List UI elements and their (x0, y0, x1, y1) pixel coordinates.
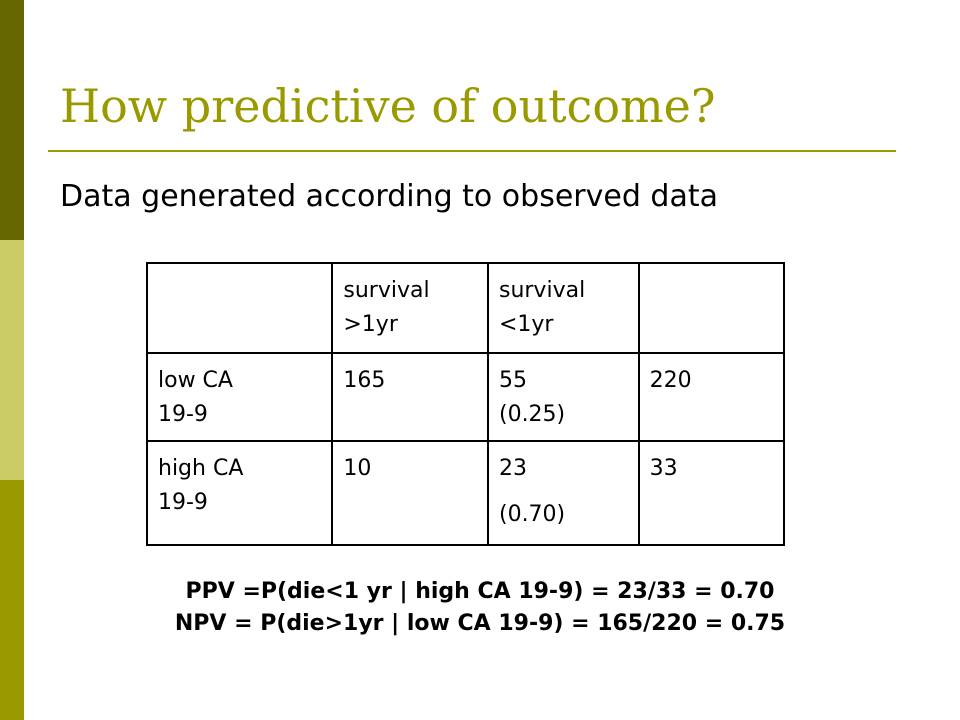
table-row: high CA 19-9 10 23 (0.70) 33 (145, 440, 786, 546)
contingency-table: survival >1yr survival <1yr low CA 19-9 … (145, 262, 786, 546)
cell-low-ca-gt-1yr: 165 (331, 352, 489, 442)
cell-high-ca-lt-1yr: 23 (0.70) (486, 440, 640, 546)
cell-high-ca-gt-1yr: 10 (331, 440, 489, 546)
npv-formula: NPV = P(die>1yr | low CA 19-9) = 165/220… (174, 611, 786, 636)
cell-low-ca-total: 220 (637, 352, 786, 442)
slide-title: How predictive of outcome? (60, 79, 716, 133)
table-row: low CA 19-9 165 55 (0.25) 220 (145, 352, 786, 442)
title-underline (48, 150, 896, 152)
header-cell-total (637, 262, 786, 354)
header-cell-survival-lt-1yr: survival <1yr (486, 262, 640, 354)
cell-low-ca-lt-1yr: 55 (0.25) (486, 352, 640, 442)
row-label-high-ca: high CA 19-9 (145, 440, 334, 546)
cell-high-ca-total: 33 (637, 440, 786, 546)
formula-block: PPV =P(die<1 yr | high CA 19-9) = 23/33 … (0, 576, 960, 640)
side-bar-segment-bottom (0, 480, 24, 720)
slide-subtitle: Data generated according to observed dat… (60, 179, 718, 214)
row-label-low-ca: low CA 19-9 (145, 352, 334, 442)
header-cell-survival-gt-1yr: survival >1yr (331, 262, 489, 354)
table-header-row: survival >1yr survival <1yr (145, 262, 786, 354)
side-bar-segment-middle (0, 240, 24, 480)
ppv-formula: PPV =P(die<1 yr | high CA 19-9) = 23/33 … (185, 579, 775, 604)
side-bar-segment-top (0, 0, 24, 240)
header-cell-empty (145, 262, 334, 354)
